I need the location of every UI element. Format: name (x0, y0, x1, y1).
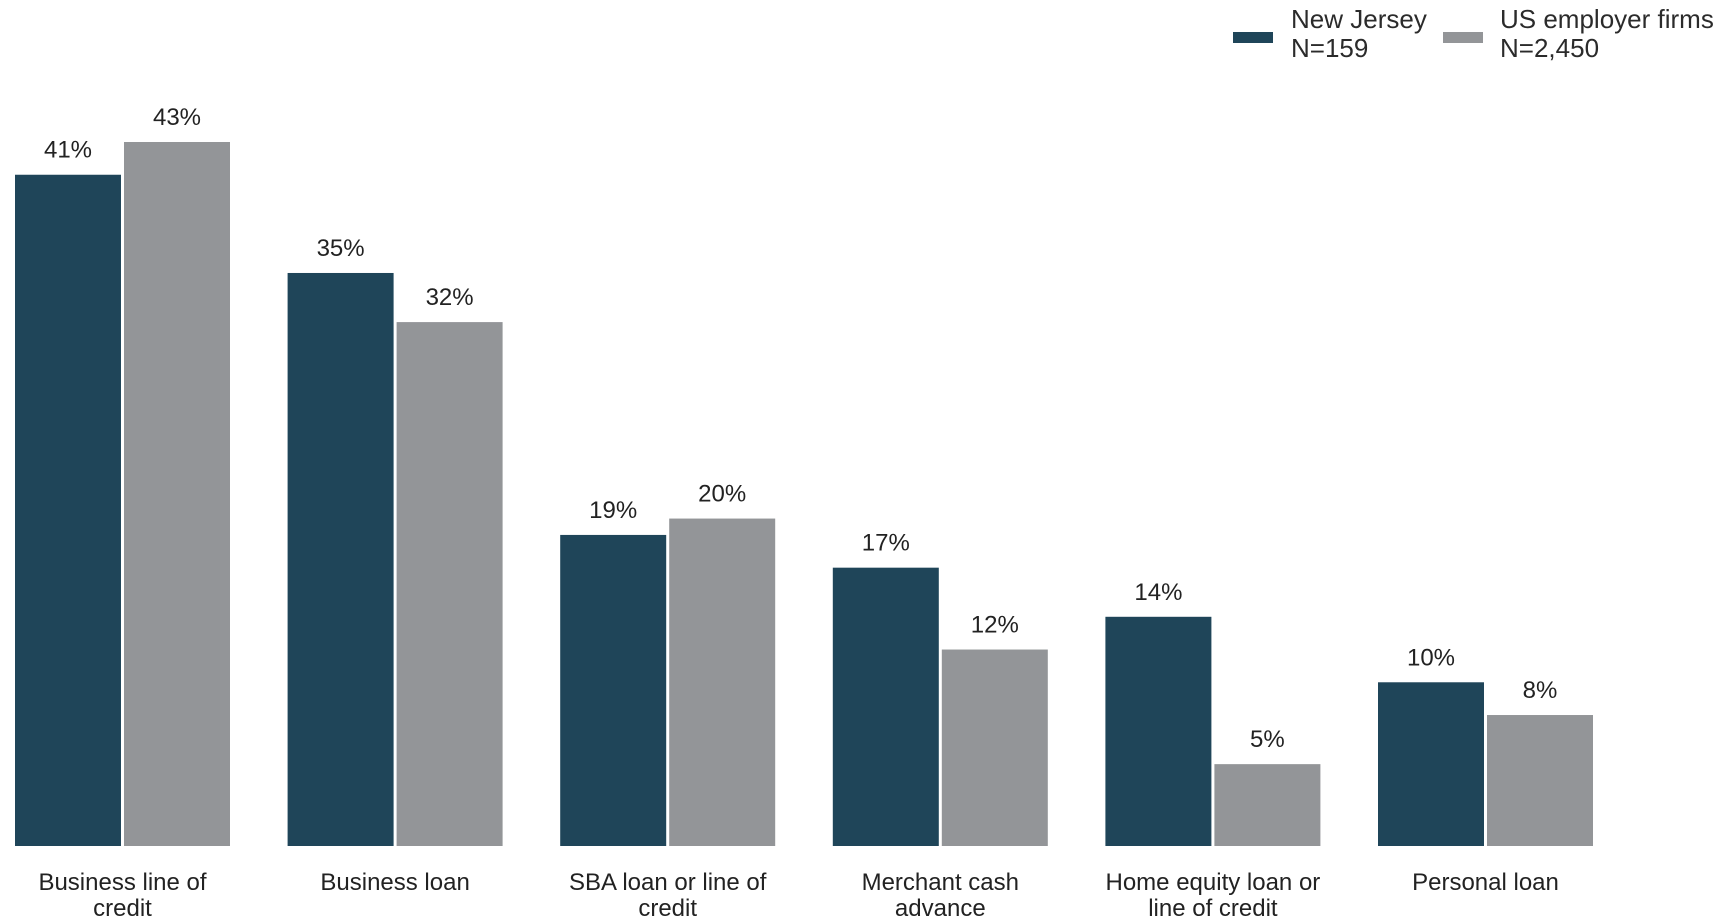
category-label-4: Home equity loan or line of credit (1106, 869, 1321, 917)
value-label-series-0-cat-0: 41% (44, 137, 92, 164)
bar-series-0-cat-3 (832, 567, 939, 846)
category-label-0: Business line of credit (38, 869, 206, 917)
category-label-2-line-1: credit (638, 895, 697, 917)
value-label-series-0-cat-2: 19% (589, 497, 637, 524)
category-label-5: Personal loan (1412, 869, 1559, 896)
bar-series-0-cat-5 (1378, 682, 1484, 846)
legend: New Jersey N=159 US employer firms N=2,450 (1233, 4, 1714, 63)
bar-series-0-cat-0 (15, 174, 121, 846)
value-label-series-1-cat-2: 20% (698, 481, 746, 508)
value-label-series-0-cat-3: 17% (862, 530, 910, 557)
legend-swatch-series-0 (1233, 32, 1273, 43)
value-label-series-0-cat-4: 14% (1134, 579, 1182, 606)
legend-label-series-1-line-0: US employer firms (1500, 4, 1714, 34)
bar-series-1-cat-1 (396, 322, 503, 846)
category-label-3-line-1: advance (895, 895, 986, 917)
value-label-series-0-cat-1: 35% (317, 235, 365, 262)
bar-series-1-cat-2 (669, 518, 776, 846)
value-label-series-0-cat-5: 10% (1407, 644, 1455, 671)
category-label-4-line-1: line of credit (1148, 895, 1278, 917)
category-label-1-line-0: Business loan (320, 869, 469, 896)
value-label-series-1-cat-4: 5% (1250, 726, 1285, 753)
value-label-series-1-cat-1: 32% (426, 284, 474, 311)
category-label-2: SBA loan or line of credit (569, 869, 767, 917)
category-label-0-line-1: credit (93, 895, 152, 917)
category-label-4-line-0: Home equity loan or (1106, 869, 1321, 896)
bar-series-1-cat-5 (1487, 715, 1593, 846)
category-label-3: Merchant cash advance (862, 869, 1019, 917)
bar-series-0-cat-2 (560, 534, 667, 846)
legend-swatch-series-1 (1443, 32, 1483, 43)
value-label-series-1-cat-5: 8% (1523, 677, 1558, 704)
bar-series-1-cat-3 (941, 649, 1048, 846)
legend-label-series-0: New Jersey N=159 (1291, 4, 1427, 63)
bar-series-0-cat-1 (287, 272, 394, 846)
bars-layer (15, 142, 1593, 846)
legend-label-series-0-line-0: New Jersey (1291, 4, 1427, 34)
category-label-3-line-0: Merchant cash (862, 869, 1019, 896)
value-label-series-1-cat-0: 43% (153, 104, 201, 131)
category-label-5-line-0: Personal loan (1412, 869, 1559, 896)
value-label-series-1-cat-3: 12% (971, 612, 1019, 639)
bar-series-1-cat-4 (1214, 764, 1321, 846)
bar-series-1-cat-0 (124, 142, 230, 846)
legend-label-series-1: US employer firms N=2,450 (1500, 4, 1714, 63)
category-label-1: Business loan (320, 869, 469, 896)
category-label-2-line-0: SBA loan or line of (569, 869, 767, 896)
legend-label-series-1-line-1: N=2,450 (1500, 33, 1599, 63)
legend-label-series-0-line-1: N=159 (1291, 33, 1368, 63)
category-label-0-line-0: Business line of (38, 869, 206, 896)
bar-series-0-cat-4 (1105, 616, 1212, 846)
value-labels-layer: 41% 43% 35% 32% 19% 20% 17% 12% 14% 5% 10% 8% (44, 104, 1557, 753)
